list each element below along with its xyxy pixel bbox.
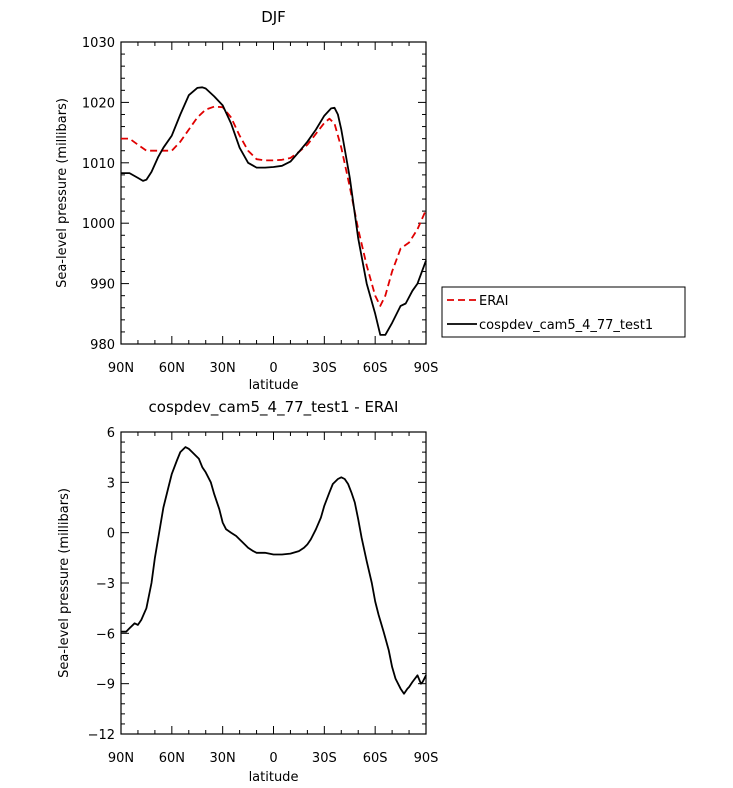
plot1-y-tick-label: 980: [90, 338, 115, 353]
plot1-y-tick-label: 1010: [82, 157, 115, 172]
plot2-x-tick-label: 60S: [363, 751, 388, 766]
plot1-x-tick-label: 0: [269, 361, 277, 376]
plot1-y-tick-label: 1000: [82, 217, 115, 232]
plot2-x-tick-label: 30N: [210, 751, 236, 766]
plot1-series-line-2: [121, 86, 427, 336]
plot2-x-tick-label: 30S: [312, 751, 337, 766]
plot2-y-tick-label: 0: [107, 527, 115, 542]
plot2-x-axis-label: latitude: [249, 770, 299, 785]
plot1-y-tick-label: 1030: [82, 36, 115, 51]
plot1-title: DJF: [261, 8, 286, 26]
plot1-x-axis-label: latitude: [249, 378, 299, 393]
plot1-x-tick-label: 90N: [108, 361, 134, 376]
plot1-x-tick-label: 30S: [312, 361, 337, 376]
plot1-y-axis-label: Sea-level pressure (millibars): [55, 98, 70, 288]
legend-box: [441, 286, 686, 338]
plot1-frame: [120, 41, 427, 345]
plot2-frame: [120, 431, 427, 735]
plot2-series-line-1: [121, 446, 427, 695]
plot1-series-line-1: [121, 105, 427, 307]
plot2-y-tick-label: 6: [107, 426, 115, 441]
plot1-x-tick-label: 60S: [363, 361, 388, 376]
plot2-y-tick-label: −3: [96, 577, 115, 592]
plot1-x-tick-label: 60N: [159, 361, 185, 376]
plot1-y-tick-label: 990: [90, 278, 115, 293]
legend-label-1: ERAI: [479, 294, 508, 309]
legend-label-2: cospdev_cam5_4_77_test1: [479, 318, 653, 333]
plot2-x-tick-label: 90N: [108, 751, 134, 766]
plot2-y-axis-label: Sea-level pressure (millibars): [57, 488, 72, 678]
plot2-x-tick-label: 60N: [159, 751, 185, 766]
plot1-x-tick-label: 30N: [210, 361, 236, 376]
plot2-y-tick-label: −9: [96, 678, 115, 693]
plot1-y-tick-label: 1020: [82, 96, 115, 111]
plot2-y-tick-label: −12: [88, 728, 115, 743]
plot2-y-tick-label: 3: [107, 476, 115, 491]
plot2-y-tick-label: −6: [96, 627, 115, 642]
plot2-x-tick-label: 90S: [414, 751, 439, 766]
plot2-x-tick-label: 0: [269, 751, 277, 766]
plot2-title: cospdev_cam5_4_77_test1 - ERAI: [149, 398, 399, 417]
plot1-x-tick-label: 90S: [414, 361, 439, 376]
